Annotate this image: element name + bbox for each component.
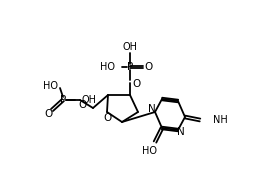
Text: O: O	[144, 62, 152, 72]
Text: P: P	[60, 95, 66, 105]
Text: OH: OH	[122, 42, 138, 52]
Text: N: N	[148, 104, 156, 114]
Text: O: O	[132, 79, 140, 89]
Text: HO: HO	[142, 146, 157, 156]
Text: N: N	[177, 127, 185, 137]
Text: NH: NH	[213, 115, 228, 125]
Text: HO: HO	[43, 81, 58, 91]
Text: O: O	[103, 113, 111, 123]
Text: O: O	[78, 100, 86, 110]
Text: O: O	[44, 109, 52, 119]
Text: P: P	[127, 62, 133, 72]
Text: HO: HO	[100, 62, 115, 72]
Text: OH: OH	[81, 95, 96, 105]
